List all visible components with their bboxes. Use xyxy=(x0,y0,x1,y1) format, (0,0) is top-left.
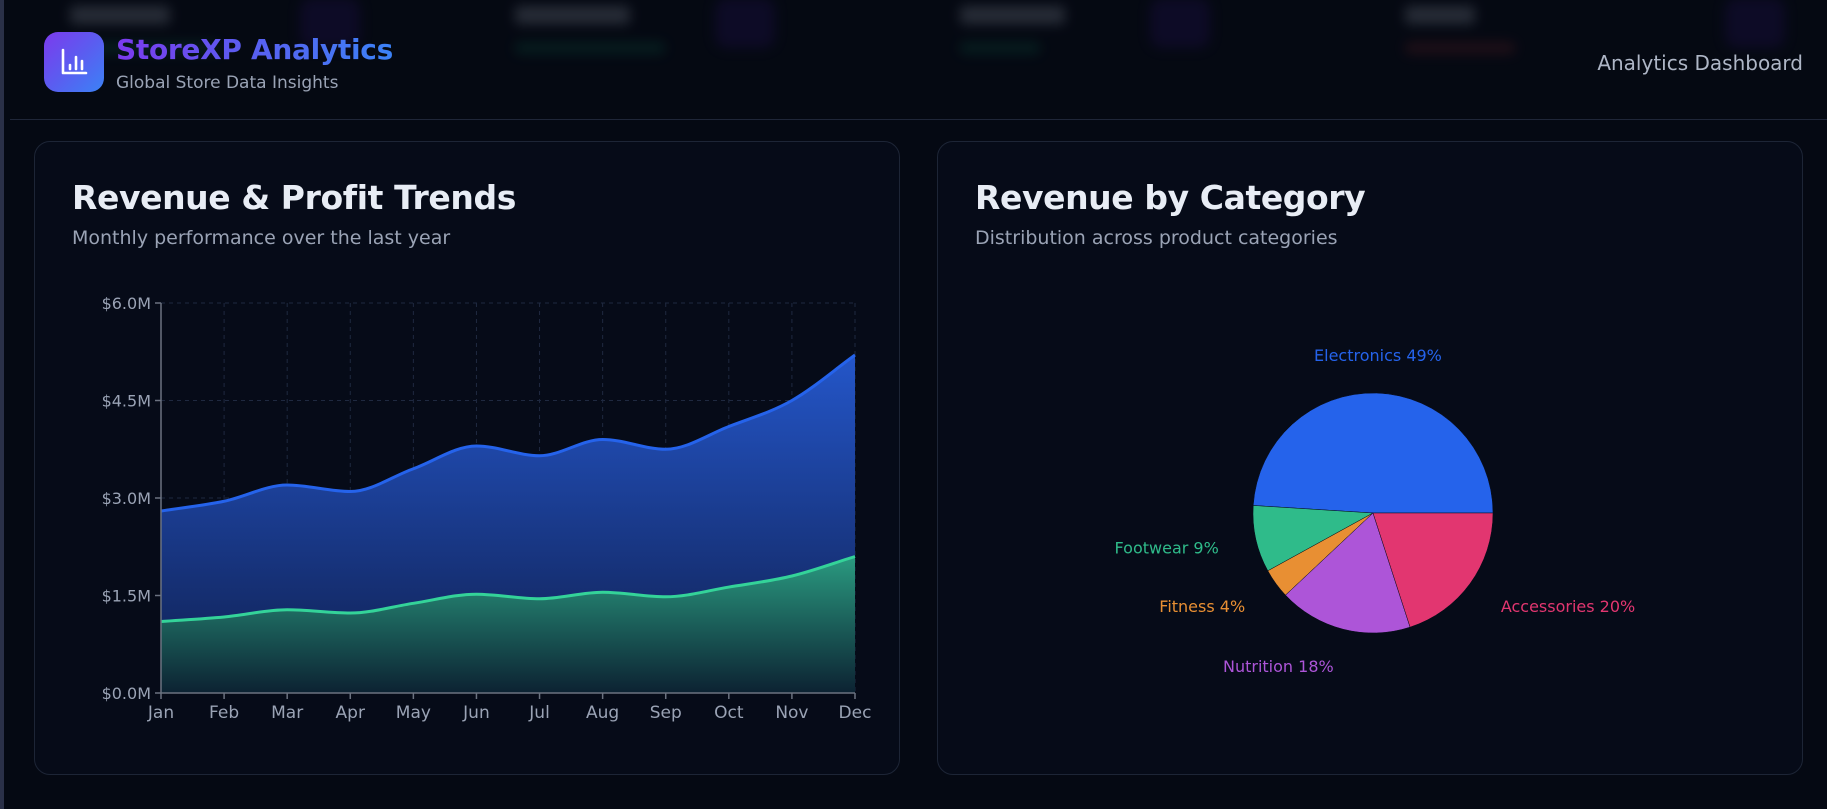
pie-label-nutrition: Nutrition 18% xyxy=(1223,657,1334,676)
card-subtitle: Distribution across product categories xyxy=(975,227,1338,249)
app-header: StoreXP Analytics Global Store Data Insi… xyxy=(10,0,1827,120)
brand-title: StoreXP Analytics xyxy=(116,33,393,66)
brand-subtitle: Global Store Data Insights xyxy=(116,73,339,93)
card-title: Revenue by Category xyxy=(975,178,1366,217)
pie-label-footwear: Footwear 9% xyxy=(1115,538,1219,557)
brand-logo[interactable] xyxy=(44,32,104,92)
pie-label-fitness: Fitness 4% xyxy=(1159,597,1245,616)
card-title: Revenue & Profit Trends xyxy=(72,178,516,217)
pie-slice-nutrition[interactable] xyxy=(1285,512,1411,634)
pie-label-electronics: Electronics 49% xyxy=(1314,346,1442,365)
pie-label-accessories: Accessories 20% xyxy=(1501,597,1635,616)
page-label: Analytics Dashboard xyxy=(1597,51,1803,75)
pie-slice-accessories[interactable] xyxy=(1372,512,1494,628)
pie-slice-electronics[interactable] xyxy=(1252,392,1494,514)
window-edge xyxy=(0,0,4,809)
card-subtitle: Monthly performance over the last year xyxy=(72,227,451,249)
bar-chart-icon xyxy=(61,48,88,75)
